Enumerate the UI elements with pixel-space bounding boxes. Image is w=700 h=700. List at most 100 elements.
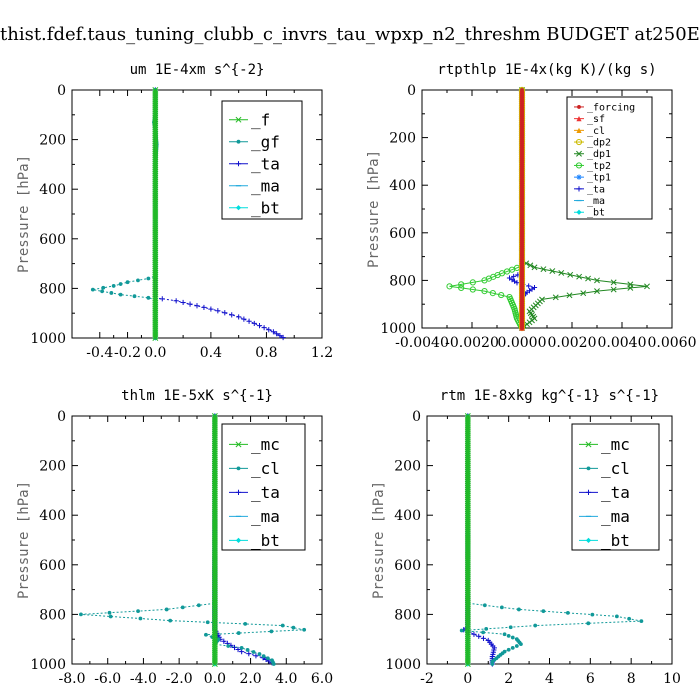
data-point <box>208 306 214 312</box>
data-point <box>510 635 515 640</box>
legend-swatch-marker <box>576 150 582 157</box>
legend-label: _forcing <box>587 102 635 113</box>
legend-label: _f <box>251 110 270 129</box>
legend-swatch-marker <box>575 162 583 169</box>
legend-swatch-marker <box>235 489 242 495</box>
data-point <box>610 286 617 293</box>
series-line <box>461 416 642 664</box>
legend-swatch-marker <box>236 466 241 471</box>
legend-label: _bt <box>587 208 605 219</box>
data-point <box>566 292 573 299</box>
data-point <box>458 281 465 288</box>
x-tick-label: 6.0 <box>311 671 333 687</box>
data-point <box>527 262 534 269</box>
data-point <box>229 312 235 318</box>
data-point <box>269 629 274 634</box>
data-point <box>152 333 159 339</box>
data-point <box>159 296 165 302</box>
data-point <box>277 333 283 339</box>
legend-label: _cl <box>587 126 605 137</box>
y-tick-label: 0 <box>412 409 421 425</box>
data-point <box>280 334 286 341</box>
data-point <box>270 329 276 335</box>
data-point <box>271 662 276 666</box>
data-point <box>241 316 247 322</box>
data-point <box>533 623 538 628</box>
y-tick-label: 1000 <box>30 331 66 347</box>
legend-label: _bt <box>251 198 280 217</box>
data-point <box>510 645 515 650</box>
y-tick-label: 600 <box>39 558 66 574</box>
data-point <box>586 621 591 626</box>
data-point <box>639 619 644 623</box>
data-point <box>506 647 511 652</box>
legend-swatch-marker <box>575 138 583 146</box>
data-point <box>531 264 538 271</box>
y-tick-label: 1000 <box>385 657 421 673</box>
series-mc <box>211 413 218 667</box>
data-point <box>464 659 471 665</box>
panel-1-legend: _f _gf _ta _ma _bt <box>221 100 303 220</box>
panel-4-title: rtm 1E-8xkg kg^{-1} s^{-1} <box>440 388 659 404</box>
legend-label: _gf <box>251 132 280 151</box>
data-point <box>211 661 218 667</box>
data-point <box>222 310 228 316</box>
series-forcing <box>520 88 524 330</box>
legend-swatch-marker <box>585 441 592 448</box>
data-point <box>138 616 143 621</box>
legend-label: _ma <box>601 507 630 526</box>
series-line <box>449 90 523 329</box>
legend-label: _ma <box>251 176 280 195</box>
legend-label: _mc <box>601 435 630 454</box>
y-tick-label: 0 <box>57 83 66 99</box>
data-point <box>152 335 159 341</box>
y-tick-label: 0 <box>57 409 66 425</box>
data-point <box>446 283 453 290</box>
data-point <box>243 622 248 626</box>
panel-1-y-axis-label: Pressure [hPa] <box>16 155 32 273</box>
legend-label: _dp2 <box>587 138 611 149</box>
y-tick-label: 400 <box>39 182 66 198</box>
data-point <box>235 646 241 653</box>
x-tick-label: -2 <box>420 671 434 687</box>
y-tick-label: 800 <box>394 607 421 623</box>
data-point <box>464 661 471 667</box>
data-point <box>594 288 600 295</box>
data-point <box>246 318 252 324</box>
legend-swatch-marker <box>576 209 582 215</box>
data-point <box>109 291 114 295</box>
x-tick-label: 0.8 <box>255 345 277 361</box>
panel-2: rtpthlp 1E-4x(kg K)/(kg s) Pressure [hPa]… <box>366 62 697 351</box>
legend-label: _cl <box>601 459 630 478</box>
legend-label: _ta <box>251 483 280 502</box>
legend-label: _ma <box>251 507 280 526</box>
data-point <box>610 279 617 286</box>
y-tick-label: 800 <box>389 273 416 289</box>
data-point <box>526 283 532 289</box>
y-tick-label: 600 <box>39 232 66 248</box>
data-point <box>480 635 487 641</box>
x-tick-label: 8 <box>627 671 636 687</box>
legend-swatch-marker <box>235 205 242 211</box>
data-point <box>482 603 487 608</box>
data-point <box>261 654 266 659</box>
legend-swatch-marker <box>235 537 242 543</box>
data-point <box>481 288 488 295</box>
data-point <box>558 269 565 276</box>
data-point <box>280 623 285 628</box>
legend-swatch-marker <box>585 489 592 495</box>
x-tick-label: -8.0 <box>59 671 86 687</box>
y-tick-label: 400 <box>394 508 421 524</box>
x-tick-label: 0.0020 <box>548 335 597 351</box>
data-point <box>251 320 257 327</box>
panel-2-legend: _forcing_sf_cl_dp2_dp1_tp2_tp1_ta_ma_bt <box>566 96 653 220</box>
x-tick-label: 0.0060 <box>648 335 697 351</box>
legend-label: _ta <box>601 483 630 502</box>
data-point <box>111 284 116 288</box>
legend-label: _bt <box>251 531 280 550</box>
data-point <box>100 289 104 294</box>
data-point <box>196 603 201 608</box>
x-tick-label: -2.0 <box>166 671 193 687</box>
legend-label: _ma <box>587 196 605 207</box>
